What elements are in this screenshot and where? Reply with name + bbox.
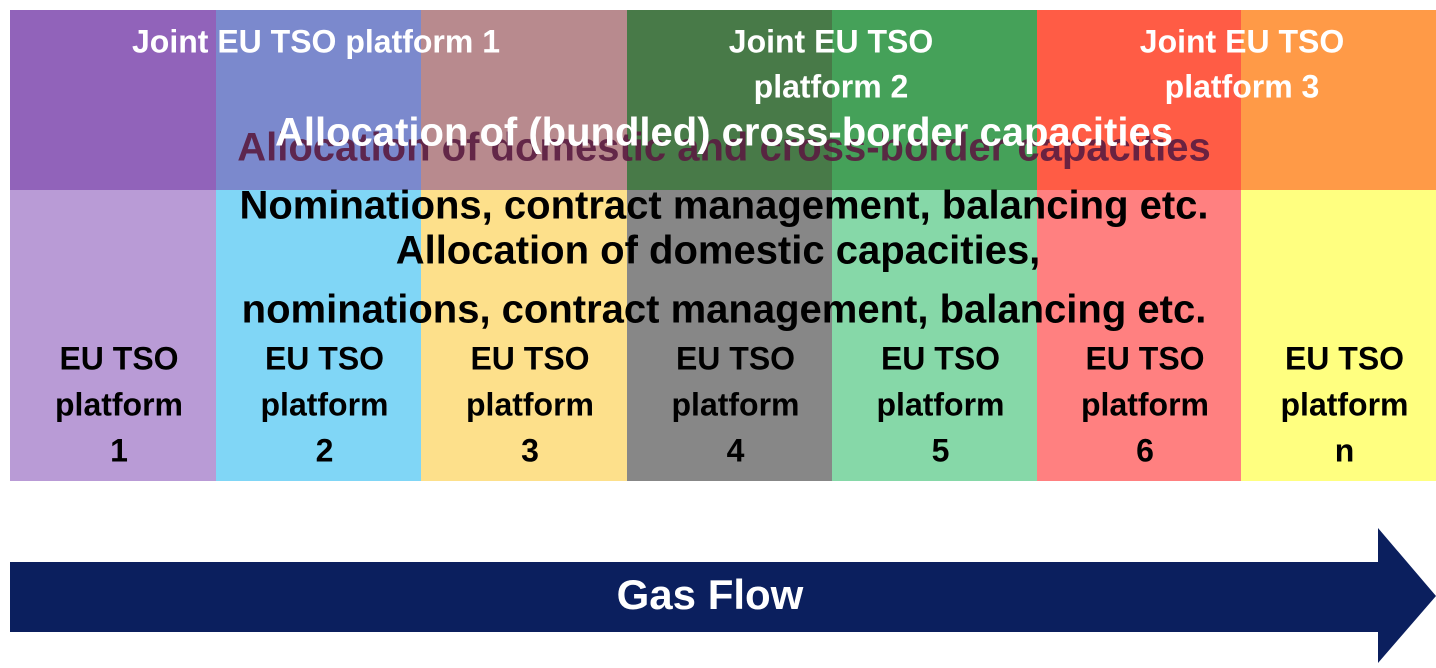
joint-band [1037,10,1241,190]
columns [10,10,1436,481]
platform-cell [421,190,627,481]
platform-label: 1 [110,432,128,468]
layer-nominations-bottom: nominations, contract management, balanc… [242,288,1207,332]
joint-band [832,10,1037,190]
platform-cell [627,190,832,481]
joint-platform-label: Joint EU TSO platform 1 [132,23,500,59]
layer-nominations: Nominations, contract management, balanc… [239,184,1208,228]
joint-band [1241,10,1436,190]
platform-label: 2 [316,432,334,468]
layer-domestic: Allocation of domestic capacities, [396,229,1041,273]
layer-domestic-cross-border: Allocation of domestic and cross-border … [237,126,1211,170]
platform-label: EU TSO [881,340,1000,376]
platform-label: platform [466,386,594,422]
joint-band [421,10,627,190]
joint-platform-label: Joint EU TSO [729,23,933,59]
platform-label: platform [1081,386,1209,422]
platform-label: platform [877,386,1005,422]
flow-label: Gas Flow [617,571,804,618]
platform-label: platform [55,386,183,422]
platform-label: EU TSO [1285,340,1404,376]
platform-label: EU TSO [265,340,384,376]
platform-label: platform [1281,386,1409,422]
joint-band [10,10,216,190]
platform-cell [1037,190,1241,481]
platform-label: EU TSO [59,340,178,376]
platform-cell [10,190,216,481]
layer-bundled: Allocation of (bundled) cross-border cap… [275,111,1173,155]
platform-cell [216,190,421,481]
flow-arrow [10,528,1436,663]
joint-platform-label: platform 3 [1165,68,1320,104]
platform-label: n [1335,432,1355,468]
platform-label: EU TSO [1085,340,1204,376]
platform-label: 5 [932,432,950,468]
platform-cell [1241,190,1436,481]
platform-label: EU TSO [676,340,795,376]
platform-label: 6 [1136,432,1154,468]
platform-label: 3 [521,432,539,468]
platform-label: platform [261,386,389,422]
platform-label: 4 [727,432,745,468]
joint-band [216,10,421,190]
platform-label: platform [672,386,800,422]
joint-platform-label: platform 2 [754,68,909,104]
joint-platform-label: Joint EU TSO [1140,23,1344,59]
joint-band [627,10,832,190]
platform-label: EU TSO [470,340,589,376]
platform-cell [832,190,1037,481]
